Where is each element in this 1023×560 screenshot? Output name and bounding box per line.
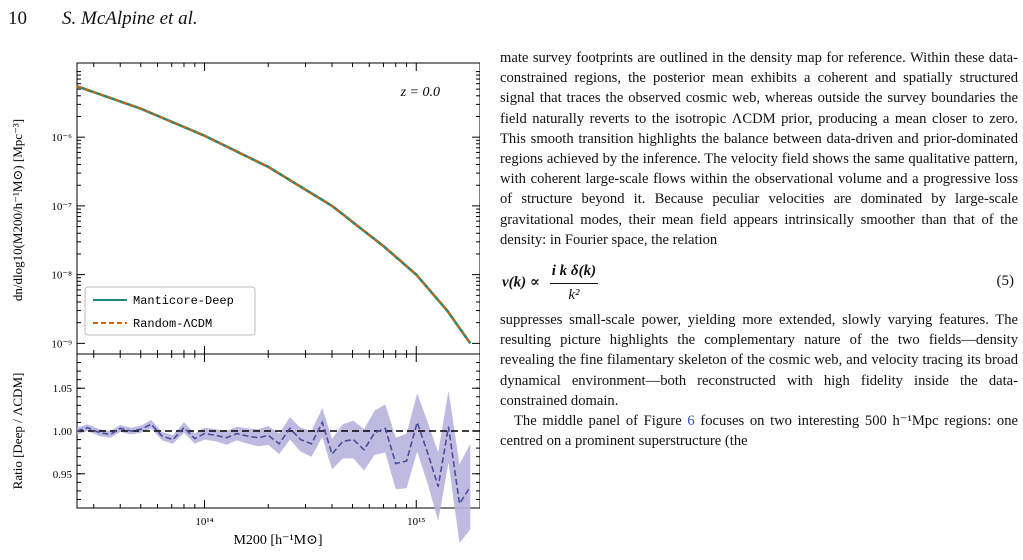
- legend: Manticore-Deep Random-ΛCDM: [84, 286, 256, 336]
- top-ytick-label: 10⁻⁶: [51, 132, 72, 144]
- bottom-ylabel: Ratio [Deep / ΛCDM]: [10, 373, 25, 490]
- redshift-annotation: z = 0.0: [400, 85, 440, 100]
- top-ytick-label: 10⁻⁷: [51, 201, 72, 213]
- text-column: mate survey footprints are outlined in t…: [500, 48, 1018, 451]
- ratio-series: [76, 419, 471, 506]
- random-lcdm-line: [76, 85, 472, 344]
- paragraph-2: suppresses small-scale power, yielding m…: [500, 312, 1018, 409]
- top-ytick-label: 10⁻⁹: [51, 338, 72, 350]
- xlabel: M200 [h⁻¹M⊙]: [233, 533, 322, 548]
- equation-lhs: v(k) ∝: [502, 274, 540, 291]
- ratio-line: [76, 419, 471, 506]
- legend-label-random: Random-ΛCDM: [133, 317, 212, 331]
- equation-denominator: k²: [568, 287, 580, 304]
- bottom-xtick-label: 10¹⁴: [195, 516, 213, 528]
- top-ylabel: dn/dlog10(M200/h⁻¹M⊙) [Mpc⁻³]: [10, 119, 25, 301]
- bottom-ytick-label: 0.95: [53, 469, 73, 481]
- ratio-band: [77, 390, 471, 544]
- figure-6-link[interactable]: 6: [687, 413, 695, 430]
- bottom-ytick-label: 1.00: [53, 426, 73, 438]
- equation-5: v(k) ∝ i k δ(k) k² (5): [500, 257, 1018, 305]
- legend-box: [84, 286, 256, 336]
- paragraph-3-start: The middle panel of Figure: [514, 413, 688, 430]
- legend-label-manticore: Manticore-Deep: [133, 294, 234, 308]
- ratio-uncertainty-band: [77, 390, 471, 544]
- running-head-authors: S. McAlpine et al.: [62, 8, 198, 29]
- bottom-panel-ticks: 10¹⁴ 10¹⁵ 0.95 1.00 1.05: [53, 354, 480, 528]
- paragraph-1: mate survey footprints are outlined in t…: [500, 50, 1018, 248]
- bottom-xtick-label: 10¹⁵: [407, 516, 425, 528]
- bottom-ytick-label: 1.05: [53, 383, 73, 395]
- top-ytick-label: 10⁻⁸: [51, 270, 72, 282]
- equation-body: v(k) ∝ i k δ(k) k²: [502, 261, 599, 305]
- equation-fraction: i k δ(k) k²: [549, 261, 599, 305]
- equation-number: (5): [996, 273, 1015, 290]
- top-panel-ticks: 10⁻⁹ 10⁻⁸ 10⁻⁷ 10⁻⁶: [51, 63, 480, 354]
- hmf-figure: 10⁻⁹ 10⁻⁸ 10⁻⁷ 10⁻⁶ 10¹⁴ 10¹⁵ 0.95 1.00 1.05 z …: [10, 62, 480, 548]
- hmf-series: [76, 85, 472, 345]
- paragraph-3-rest: focuses on two interesting 500 h⁻¹Mpc re…: [500, 413, 1018, 450]
- equation-numerator: i k δ(k): [549, 261, 599, 285]
- paragraph-3: The middle panel of Figure 6 focuses on …: [500, 411, 1018, 451]
- page-number: 10: [8, 8, 27, 29]
